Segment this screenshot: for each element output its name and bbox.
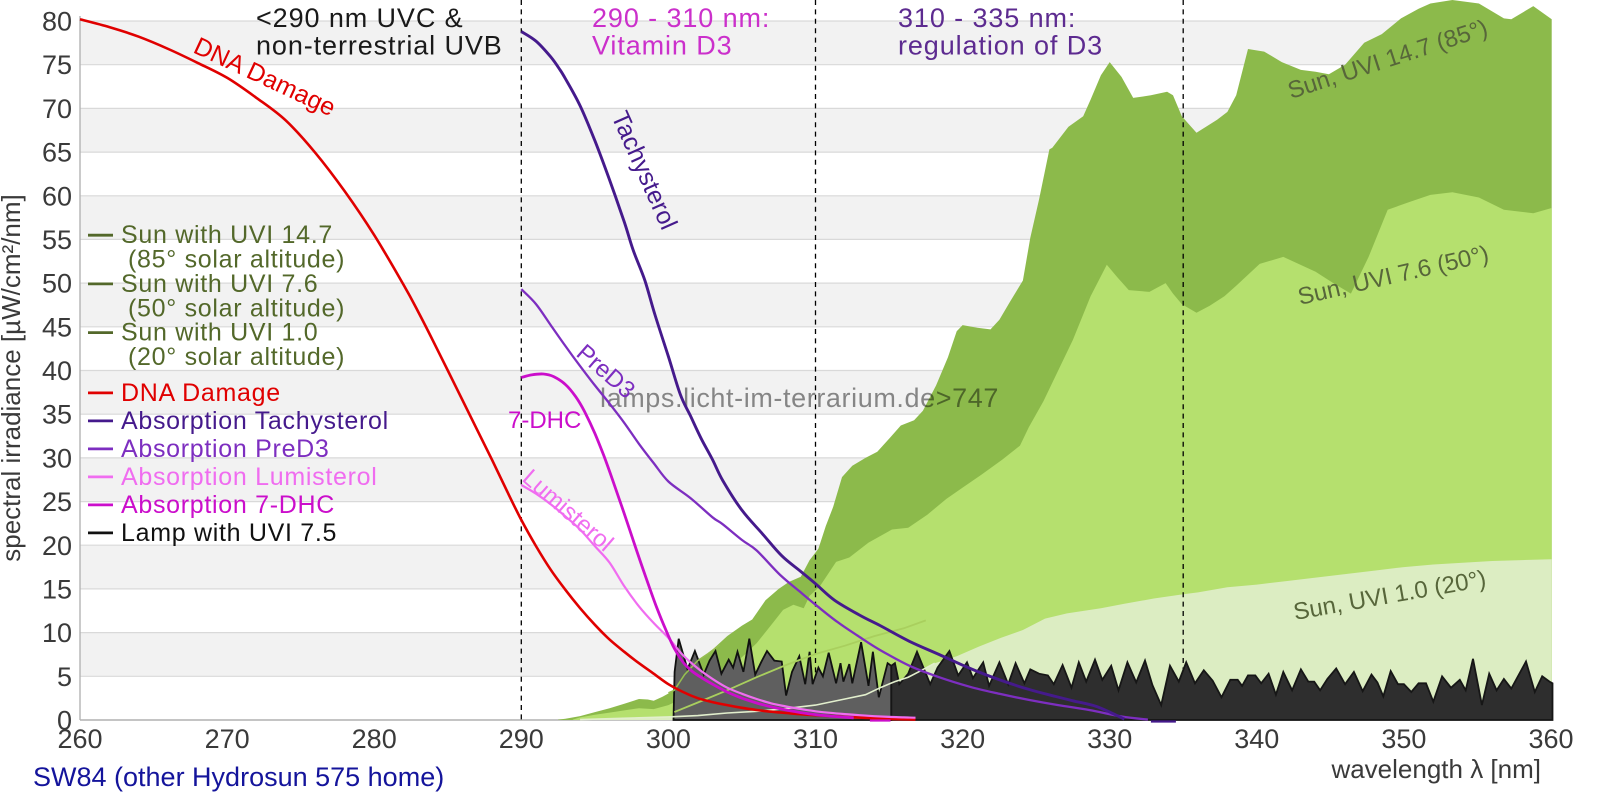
svg-text:320: 320: [940, 724, 985, 754]
svg-text:Sun with UVI 7.6: Sun with UVI 7.6: [121, 270, 318, 298]
svg-text:spectral irradiance [µW/cm²/nm: spectral irradiance [µW/cm²/nm]: [0, 194, 26, 562]
svg-text:30: 30: [42, 443, 72, 473]
svg-text:Sun with UVI 1.0: Sun with UVI 1.0: [121, 319, 318, 347]
svg-text:Vitamin D3: Vitamin D3: [592, 31, 733, 61]
svg-text:7-DHC: 7-DHC: [508, 407, 581, 434]
svg-text:45: 45: [42, 312, 72, 342]
svg-text:15: 15: [42, 574, 72, 604]
svg-text:300: 300: [646, 724, 691, 754]
svg-text:(85° solar altitude): (85° solar altitude): [128, 246, 345, 274]
svg-text:40: 40: [42, 356, 72, 386]
svg-text:75: 75: [42, 50, 72, 80]
svg-text:DNA Damage: DNA Damage: [121, 379, 281, 407]
svg-text:Absorption Lumisterol: Absorption Lumisterol: [121, 463, 378, 491]
svg-text:5: 5: [57, 662, 72, 692]
svg-text:wavelength λ [nm]: wavelength λ [nm]: [1330, 754, 1541, 784]
svg-text:55: 55: [42, 225, 72, 255]
svg-text:non-terrestrial UVB: non-terrestrial UVB: [256, 31, 503, 61]
svg-text:<290 nm UVC &: <290 nm UVC &: [256, 3, 464, 33]
svg-text:lamps.licht-im-terrarium.de>74: lamps.licht-im-terrarium.de>747: [600, 383, 999, 413]
svg-text:65: 65: [42, 138, 72, 168]
svg-text:regulation of D3: regulation of D3: [898, 31, 1103, 61]
svg-text:Absorption 7-DHC: Absorption 7-DHC: [121, 491, 335, 519]
svg-text:70: 70: [42, 94, 72, 124]
svg-text:290 - 310 nm:: 290 - 310 nm:: [592, 3, 770, 33]
svg-text:310: 310: [793, 724, 838, 754]
svg-text:25: 25: [42, 487, 72, 517]
svg-text:Absorption Tachysterol: Absorption Tachysterol: [121, 407, 389, 435]
svg-text:60: 60: [42, 181, 72, 211]
svg-text:10: 10: [42, 618, 72, 648]
svg-text:290: 290: [499, 724, 544, 754]
svg-text:270: 270: [205, 724, 250, 754]
svg-text:(20° solar altitude): (20° solar altitude): [128, 343, 345, 371]
svg-text:260: 260: [57, 724, 102, 754]
svg-text:Sun with UVI 14.7: Sun with UVI 14.7: [121, 221, 333, 249]
svg-text:80: 80: [42, 7, 72, 37]
svg-text:(50° solar altitude): (50° solar altitude): [128, 294, 345, 322]
svg-text:0: 0: [57, 706, 72, 736]
svg-text:330: 330: [1087, 724, 1132, 754]
svg-text:SW84 (other Hydrosun 575 home): SW84 (other Hydrosun 575 home): [33, 762, 444, 792]
svg-text:350: 350: [1381, 724, 1426, 754]
svg-text:35: 35: [42, 400, 72, 430]
svg-text:340: 340: [1234, 724, 1279, 754]
svg-text:280: 280: [352, 724, 397, 754]
svg-text:20: 20: [42, 531, 72, 561]
svg-text:50: 50: [42, 269, 72, 299]
svg-text:310 - 335 nm:: 310 - 335 nm:: [898, 3, 1076, 33]
svg-text:Lamp with UVI 7.5: Lamp with UVI 7.5: [121, 519, 337, 547]
svg-text:360: 360: [1528, 724, 1573, 754]
svg-text:Absorption PreD3: Absorption PreD3: [121, 435, 330, 463]
